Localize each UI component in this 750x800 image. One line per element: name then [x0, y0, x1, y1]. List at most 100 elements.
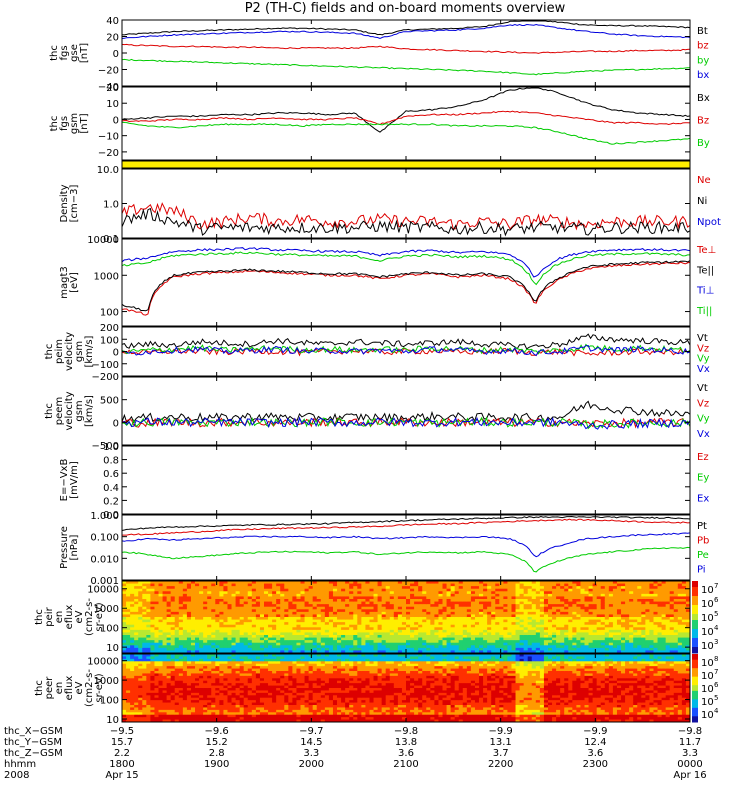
spectrogram-cell [292, 614, 297, 618]
spectrogram-cell [186, 714, 192, 718]
spectrogram-cell [146, 714, 151, 718]
spectrogram-cell [203, 700, 208, 703]
spectrogram-cell [681, 604, 687, 608]
spectrogram-cell [239, 591, 245, 595]
spectrogram-cell [130, 663, 135, 667]
spectrogram-cell [211, 581, 216, 584]
spectrogram-cell [491, 593, 496, 597]
spectrogram-cell [345, 581, 350, 584]
spectrogram-cell [539, 642, 545, 646]
spectrogram-cell [669, 629, 675, 633]
spectrogram-cell [211, 705, 216, 708]
spectrogram-cell [199, 609, 204, 613]
spectrogram-cell [162, 583, 168, 587]
spectrogram-cell [170, 675, 176, 679]
spectrogram-cell [130, 712, 135, 716]
spectrogram-cell [641, 583, 646, 587]
spectrogram-cell [146, 688, 151, 691]
spectrogram-cell [162, 593, 168, 597]
spectrogram-cell [251, 601, 257, 605]
spectrogram-cell [170, 717, 176, 720]
spectrogram-cell [284, 627, 289, 631]
spectrogram-cell [130, 627, 135, 631]
spectrogram-cell [454, 635, 460, 638]
spectrogram-cell [665, 629, 671, 633]
spectrogram-cell [170, 599, 176, 602]
spectrogram-cell [203, 599, 208, 602]
spectrogram-cell [657, 601, 662, 605]
spectrogram-cell [365, 606, 370, 610]
spectrogram-cell [142, 709, 147, 713]
spectrogram-cell [138, 683, 143, 686]
spectrogram-cell [122, 705, 127, 708]
spectrogram-cell [438, 586, 443, 590]
spectrogram-cell [373, 640, 378, 644]
spectrogram-cell [247, 596, 253, 600]
spectrogram-cell [300, 617, 305, 620]
spectrogram-cell [304, 583, 310, 587]
spectrogram-cell [308, 614, 314, 618]
spectrogram-cell [292, 606, 297, 610]
spectrogram-cell [239, 627, 245, 631]
spectrogram-cell [158, 688, 163, 691]
spectrogram-cell [138, 658, 143, 662]
spectrogram-cell [166, 658, 172, 662]
spectrogram-cell [235, 591, 241, 595]
spectrogram-cell [227, 645, 232, 649]
spectrogram-cell [178, 614, 184, 618]
spectrogram-cell [215, 614, 220, 618]
y-tick-label: −100 [92, 360, 119, 371]
spectrogram-cell [621, 593, 626, 597]
spectrogram-cell [673, 635, 679, 638]
spectrogram-cell [474, 619, 480, 623]
spectrogram-cell [446, 650, 452, 654]
spectrogram-cell [483, 629, 488, 633]
spectrogram-cell [616, 583, 622, 587]
spectrogram-cell [170, 596, 176, 600]
spectrogram-cell [393, 581, 399, 584]
spectrogram-cell [182, 624, 188, 628]
spectrogram-cell [276, 609, 281, 613]
spectrogram-cell [377, 642, 383, 646]
spectrogram-cell [406, 611, 411, 615]
spectrogram-cell [422, 606, 427, 610]
spectrogram-cell [122, 690, 127, 694]
spectrogram-cell [629, 650, 634, 654]
spectrogram-cell [434, 611, 439, 615]
spectrogram-cell [174, 654, 180, 657]
spectrogram-cell [397, 619, 403, 623]
spectrogram-cell [629, 596, 634, 600]
spectrogram-cell [280, 601, 285, 605]
spectrogram-cell [572, 614, 577, 618]
spectrogram-cell [661, 645, 667, 649]
spectrogram-cell [466, 650, 472, 654]
spectrogram-cell [673, 640, 679, 644]
spectrogram-cell [231, 637, 236, 641]
spectrogram-cell [385, 622, 391, 626]
spectrogram-cell [633, 642, 638, 646]
flag-band [121, 160, 691, 169]
spectrogram-cell [122, 675, 127, 679]
spectrogram-cell [134, 666, 139, 669]
spectrogram-cell [393, 583, 399, 587]
spectrogram-cell [677, 583, 683, 587]
spectrogram-cell [377, 637, 383, 641]
series-line-by [121, 121, 691, 145]
spectrogram-cell [604, 647, 610, 651]
spectrogram-cell [515, 593, 520, 597]
spectrogram-cell [154, 642, 159, 646]
spectrogram-cell [389, 583, 395, 587]
spectrogram-cell [207, 709, 212, 713]
spectrogram-cell [661, 619, 667, 623]
spectrogram-cell [629, 601, 634, 605]
spectrogram-cell [572, 647, 577, 651]
spectrogram-cell [600, 619, 606, 623]
spectrogram-cell [629, 632, 634, 636]
spectrogram-cell [211, 596, 216, 600]
spectrogram-cell [182, 619, 188, 623]
spectrogram-cell [320, 624, 326, 628]
spectrogram-cell [337, 583, 342, 587]
spectrogram-cell [649, 581, 654, 584]
spectrogram-cell [410, 588, 415, 592]
spectrogram-cell [146, 712, 151, 716]
